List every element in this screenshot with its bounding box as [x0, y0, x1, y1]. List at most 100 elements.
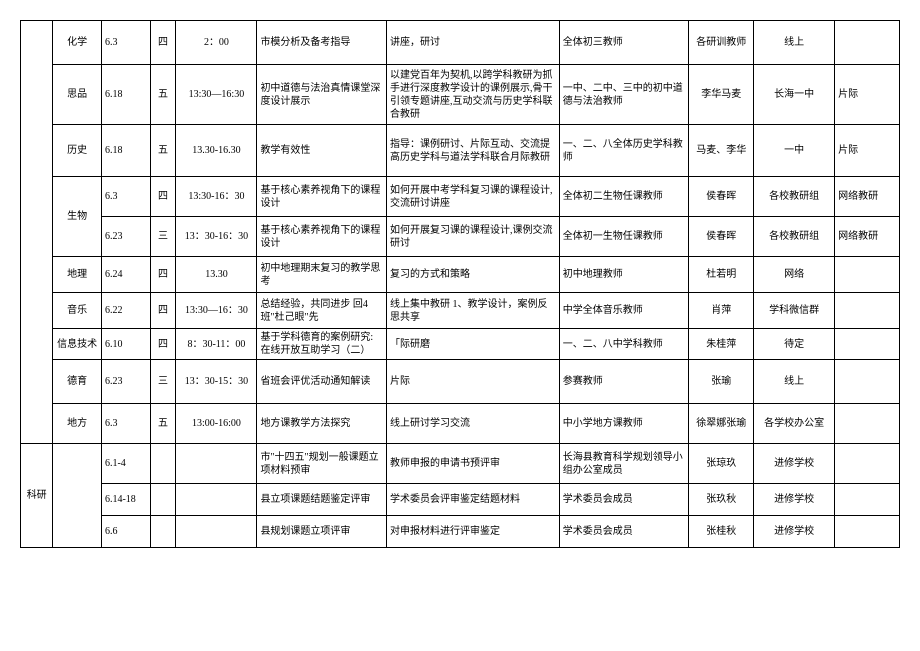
table-row: 信息技术6.10四8：30-11：00基于学科德育的案例研究:在线开放互助学习（… — [21, 329, 900, 360]
participants-cell: 全体初二生物任课教师 — [559, 177, 689, 217]
table-row: 思品6.18五13:30—16:30初中道德与法治真情课堂深度设计展示以建党百年… — [21, 65, 900, 125]
subject-cell: 地方 — [53, 404, 102, 444]
table-row: 科研6.1-4市"十四五"规划一般课题立项材料预审教师申报的申请书预评审长海县教… — [21, 444, 900, 484]
theme-cell: 初中地理期末复习的教学思考 — [257, 257, 387, 293]
day-cell: 五 — [150, 125, 176, 177]
theme-cell: 基于学科德育的案例研究:在线开放互助学习（二） — [257, 329, 387, 360]
subject-cell: 德育 — [53, 360, 102, 404]
venue-cell: 各校教研组 — [754, 177, 835, 217]
date-cell: 6.24 — [101, 257, 150, 293]
content-cell: 复习的方式和策略 — [387, 257, 560, 293]
date-cell: 6.10 — [101, 329, 150, 360]
content-cell: 片际 — [387, 360, 560, 404]
table-row: 6.14-18 县立项课题结题鉴定评审学术委员会评审鉴定结题材料学术委员会成员张玖… — [21, 484, 900, 516]
content-cell: 指导：课例研讨、片际互动、交流提高历史学科与道法学科联合月际教研 — [387, 125, 560, 177]
host-cell: 李华马麦 — [689, 65, 754, 125]
host-cell: 朱桂萍 — [689, 329, 754, 360]
content-cell: 线上集中教研 1、教学设计，案例反思共享 — [387, 293, 560, 329]
note-cell: 网络教研 — [835, 177, 900, 217]
table-row: 6.23三13：30-16：30基于核心素养视角下的课程设计如何开展复习课的课程… — [21, 217, 900, 257]
theme-cell: 市"十四五"规划一般课题立项材料预审 — [257, 444, 387, 484]
participants-cell: 中学全体音乐教师 — [559, 293, 689, 329]
table-row: 音乐6.22四13:30—16：30总结经验，共同进步 回4班"杜己眼"先线上集… — [21, 293, 900, 329]
participants-cell: 初中地理教师 — [559, 257, 689, 293]
date-cell: 6.3 — [101, 177, 150, 217]
content-cell: 如何开展复习课的课程设计,课例交流研讨 — [387, 217, 560, 257]
schedule-table: 化学6.3四2：00市模分析及备考指导讲座，研讨全体初三教师各研训教师线上思品6… — [20, 20, 900, 548]
participants-cell: 长海县教育科学规划领导小组办公室成员 — [559, 444, 689, 484]
subject-cell: 地理 — [53, 257, 102, 293]
day-cell: 五 — [150, 65, 176, 125]
host-cell: 马麦、李华 — [689, 125, 754, 177]
time-cell: 8：30-11：00 — [176, 329, 257, 360]
time-cell: 13.30 — [176, 257, 257, 293]
participants-cell: 一中、二中、三中的初中道德与法治教师 — [559, 65, 689, 125]
venue-cell: 一中 — [754, 125, 835, 177]
day-cell: 四 — [150, 177, 176, 217]
note-cell — [835, 257, 900, 293]
venue-cell: 进修学校 — [754, 484, 835, 516]
date-cell: 6.23 — [101, 360, 150, 404]
theme-cell: 总结经验，共同进步 回4班"杜己眼"先 — [257, 293, 387, 329]
day-cell: 三 — [150, 217, 176, 257]
note-cell — [835, 360, 900, 404]
table-row: 德育6.23三13：30-15：30省班会评优活动通知解读片际参赛教师张瑜线上 — [21, 360, 900, 404]
note-cell — [835, 329, 900, 360]
day-cell — [150, 484, 176, 516]
venue-cell: 进修学校 — [754, 516, 835, 548]
content-cell: 以建党百年为契机,以跨学科教研为抓手进行深度教学设计的课例展示,骨干引领专题讲座… — [387, 65, 560, 125]
theme-cell: 地方课教学方法探究 — [257, 404, 387, 444]
venue-cell: 线上 — [754, 360, 835, 404]
note-cell — [835, 516, 900, 548]
theme-cell: 县立项课题结题鉴定评审 — [257, 484, 387, 516]
time-cell: 13:30—16：30 — [176, 293, 257, 329]
day-cell: 四 — [150, 329, 176, 360]
time-cell — [176, 516, 257, 548]
host-cell: 肖萍 — [689, 293, 754, 329]
participants-cell: 学术委员会成员 — [559, 516, 689, 548]
note-cell — [835, 293, 900, 329]
day-cell: 五 — [150, 404, 176, 444]
host-cell: 张玖秋 — [689, 484, 754, 516]
table-row: 6.6县规划课题立项评审对申报材料进行评审鉴定学术委员会成员张桂秋进修学校 — [21, 516, 900, 548]
theme-cell: 市模分析及备考指导 — [257, 21, 387, 65]
day-cell — [150, 444, 176, 484]
time-cell: 13.30-16.30 — [176, 125, 257, 177]
time-cell — [176, 444, 257, 484]
venue-cell: 各学校办公室 — [754, 404, 835, 444]
note-cell: 片际 — [835, 65, 900, 125]
category-cell: 科研 — [21, 444, 53, 548]
day-cell: 四 — [150, 293, 176, 329]
note-cell: 片际 — [835, 125, 900, 177]
date-cell: 6.14-18 — [101, 484, 150, 516]
table-row: 地方6.3五13:00-16:00地方课教学方法探究线上研讨学习交流中小学地方课… — [21, 404, 900, 444]
table-row: 化学6.3四2：00市模分析及备考指导讲座，研讨全体初三教师各研训教师线上 — [21, 21, 900, 65]
day-cell: 四 — [150, 21, 176, 65]
date-cell: 6.18 — [101, 125, 150, 177]
day-cell: 四 — [150, 257, 176, 293]
content-cell: 学术委员会评审鉴定结题材料 — [387, 484, 560, 516]
table-row: 地理6.24四13.30初中地理期末复习的教学思考复习的方式和策略初中地理教师杜… — [21, 257, 900, 293]
time-cell: 13:30-16：30 — [176, 177, 257, 217]
note-cell — [835, 444, 900, 484]
participants-cell: 一、二、八中学科教师 — [559, 329, 689, 360]
day-cell: 三 — [150, 360, 176, 404]
content-cell: 「际研磨 — [387, 329, 560, 360]
participants-cell: 参赛教师 — [559, 360, 689, 404]
table-row: 历史6.18五13.30-16.30教学有效性指导：课例研讨、片际互动、交流提高… — [21, 125, 900, 177]
subject-cell: 历史 — [53, 125, 102, 177]
host-cell: 张琼玖 — [689, 444, 754, 484]
day-cell — [150, 516, 176, 548]
content-cell: 对申报材料进行评审鉴定 — [387, 516, 560, 548]
theme-cell: 初中道德与法治真情课堂深度设计展示 — [257, 65, 387, 125]
subject-cell: 音乐 — [53, 293, 102, 329]
time-cell: 13：30-16：30 — [176, 217, 257, 257]
content-cell: 线上研讨学习交流 — [387, 404, 560, 444]
venue-cell: 网络 — [754, 257, 835, 293]
date-cell: 6.22 — [101, 293, 150, 329]
participants-cell: 学术委员会成员 — [559, 484, 689, 516]
table-row: 生物6.3四13:30-16：30基于核心素养视角下的课程设计如何开展中考学科复… — [21, 177, 900, 217]
note-cell — [835, 21, 900, 65]
participants-cell: 全体初三教师 — [559, 21, 689, 65]
date-cell: 6.3 — [101, 21, 150, 65]
